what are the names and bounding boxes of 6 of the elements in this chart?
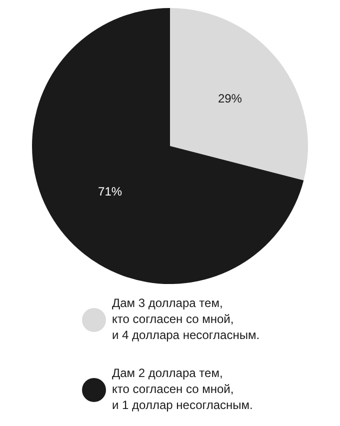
pie-slice [32, 8, 304, 284]
legend-label: Дам 2 доллара тем, кто согласен со мной, и 1 доллар несогласным. [112, 366, 253, 412]
legend-label: Дам 3 доллара тем, кто согласен со мной, и 4 доллара несогласным. [112, 296, 260, 342]
pie-slice [170, 8, 308, 180]
data-label: 71% [98, 184, 122, 199]
data-label: 29% [218, 92, 242, 106]
